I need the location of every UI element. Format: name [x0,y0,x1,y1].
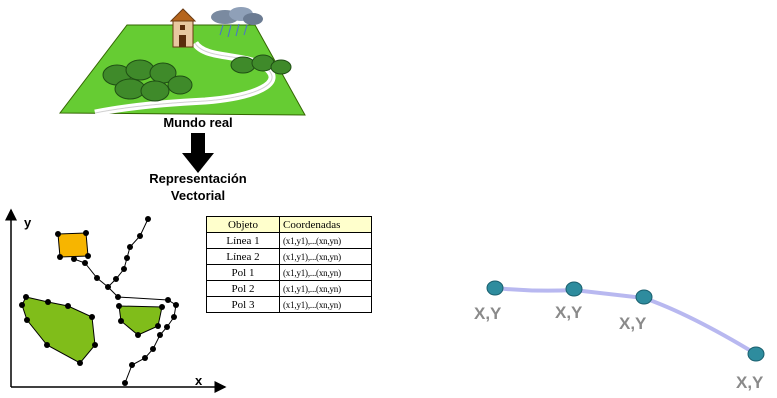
table-row: Línea 1 (x1,y1),...(xn,yn) [206,232,372,249]
vertex-label: X,Y [736,373,764,392]
table-header-row: Objeto Coordenadas [206,216,372,233]
row-coords: (x1,y1),...(xn,yn) [279,296,372,313]
vector-plot: y x [4,208,227,393]
connecting-line [493,286,758,356]
polygon-green-left [21,296,96,364]
header-coordinates: Coordenadas [279,216,372,233]
polygon-orange [57,232,89,258]
winding-road [94,40,276,117]
polygon-green-right [118,305,163,336]
y-axis-label: y [24,215,32,230]
row-object: Línea 1 [206,232,280,249]
table-row: Pol 2 (x1,y1),...(xn,yn) [206,280,372,297]
vertex-node: X,Y [736,346,765,392]
x-axis-label: x [195,373,203,388]
row-object: Línea 2 [206,248,280,265]
row-object: Pol 3 [206,296,280,313]
row-coords: (x1,y1),...(xn,yn) [279,232,372,249]
row-object: Pol 2 [206,280,280,297]
caption-line-2: Vectorial [170,188,226,203]
vector-representation-caption: Representación Vectorial [118,170,278,204]
row-coords: (x1,y1),...(xn,yn) [279,280,372,297]
vertex-node: X,Y [555,281,583,322]
line-1 [73,218,149,288]
real-world-caption: Mundo real [163,115,233,130]
vertex-node: X,Y [474,280,504,323]
vertex-label: X,Y [555,303,583,322]
header-object: Objeto [206,216,280,233]
vertex-dots [19,216,179,386]
table-row: Pol 1 (x1,y1),...(xn,yn) [206,264,372,281]
row-coords: (x1,y1),...(xn,yn) [279,248,372,265]
real-world-landscape-illustration [58,7,306,117]
storm-cloud-icon [211,7,263,38]
tree-cluster-right [230,54,292,75]
arrow-down-icon [182,133,214,173]
table-row: Pol 3 (x1,y1),...(xn,yn) [206,296,372,313]
church-icon [169,8,197,48]
table-row: Línea 2 (x1,y1),...(xn,yn) [206,248,372,265]
tree-cluster-left [102,59,193,102]
coordinates-table: Objeto Coordenadas Línea 1 (x1,y1),...(x… [206,216,372,313]
vertex-node: X,Y [619,289,653,333]
caption-line-1: Representación [149,171,247,186]
xy-vertex-line-diagram: X,Y X,Y X,Y X,Y [474,280,765,392]
row-object: Pol 1 [206,264,280,281]
row-coords: (x1,y1),...(xn,yn) [279,264,372,281]
vertex-label: X,Y [474,304,502,323]
vertex-label: X,Y [619,314,647,333]
